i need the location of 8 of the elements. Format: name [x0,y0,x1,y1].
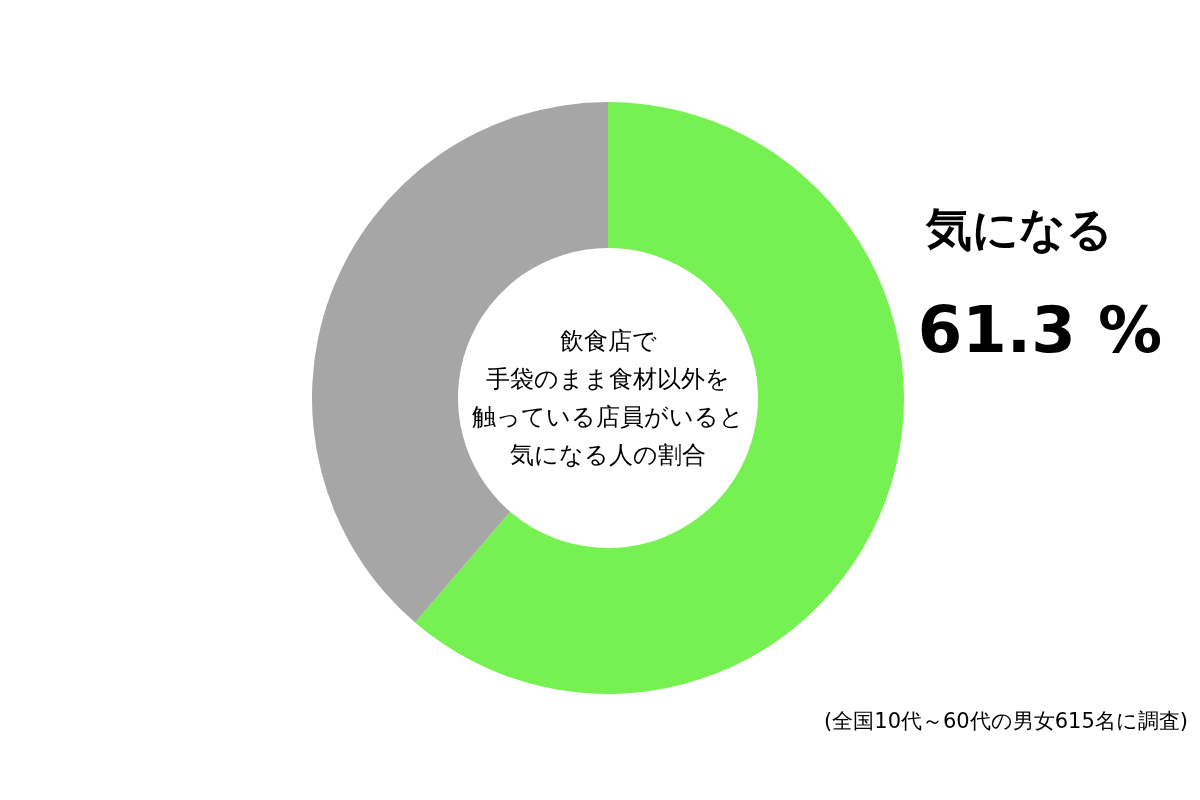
data-label: 61.3 % [917,293,1163,367]
text: 気になる人の割合 [510,441,706,469]
text: 触っている店員がいると [472,403,744,431]
slice-label: 気になる [925,202,1114,256]
donut-slice [415,102,904,694]
text: 飲食店で [559,327,657,355]
text: (全国10代～60代の男女615名に調査) [824,709,1188,733]
text: 手袋のまま食材以外を [486,365,730,393]
